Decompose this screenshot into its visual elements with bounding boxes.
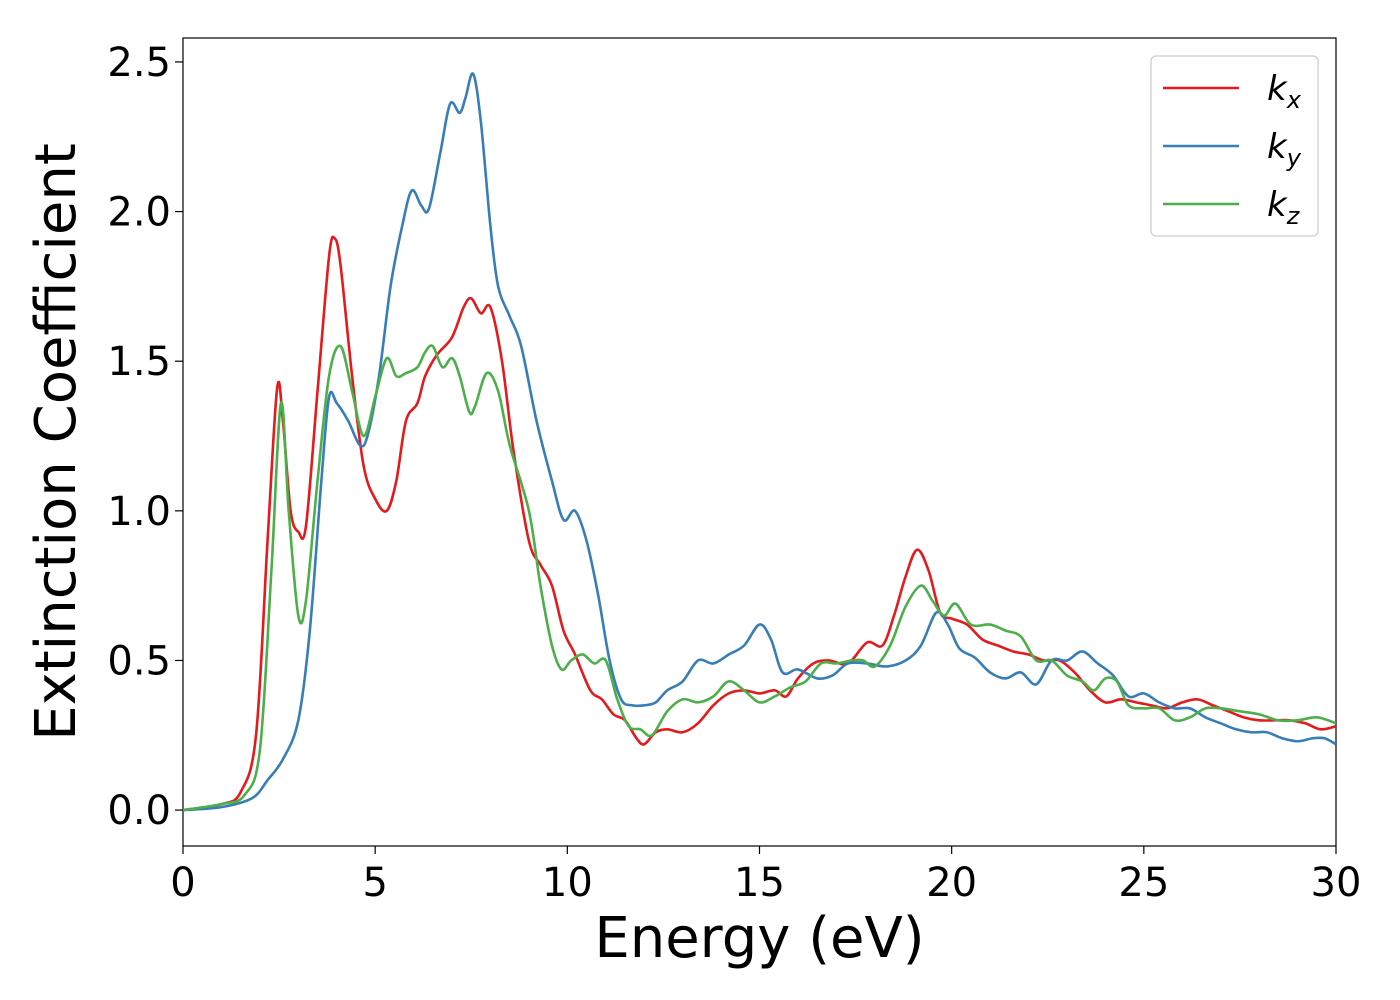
y-tick-label: 1.0 [107, 489, 171, 535]
series-line-y [183, 72, 1336, 812]
x-tick-label: 20 [926, 860, 977, 906]
x-tick-label: 0 [170, 860, 195, 906]
series-line-x [183, 235, 1336, 812]
x-tick-label: 5 [362, 860, 387, 906]
series-line-z [183, 344, 1336, 812]
x-tick-label: 30 [1311, 860, 1362, 906]
x-axis: 0 5 10 15 20 25 30 [170, 846, 1361, 906]
x-axis-label: Energy (eV) [594, 906, 924, 971]
x-tick-label: 10 [542, 860, 593, 906]
legend: kx ky kz [1150, 55, 1319, 237]
y-tick-label: 1.5 [107, 339, 171, 385]
legend-label-x: kx [1267, 69, 1302, 114]
y-tick-label: 0.5 [107, 638, 171, 684]
y-tick-label: 0.0 [107, 788, 171, 834]
legend-label-y: ky [1267, 127, 1302, 172]
y-axis-label: Extinction Coefficient [24, 143, 89, 741]
plot-area [182, 37, 1337, 847]
y-tick-label: 2.5 [107, 40, 171, 86]
y-tick-label: 2.0 [107, 190, 171, 236]
legend-label-z: kz [1267, 185, 1301, 230]
y-axis: 0.0 0.5 1.0 1.5 2.0 2.5 [107, 40, 183, 834]
series-layer [183, 72, 1336, 812]
x-tick-label: 25 [1118, 860, 1169, 906]
x-tick-label: 15 [734, 860, 785, 906]
